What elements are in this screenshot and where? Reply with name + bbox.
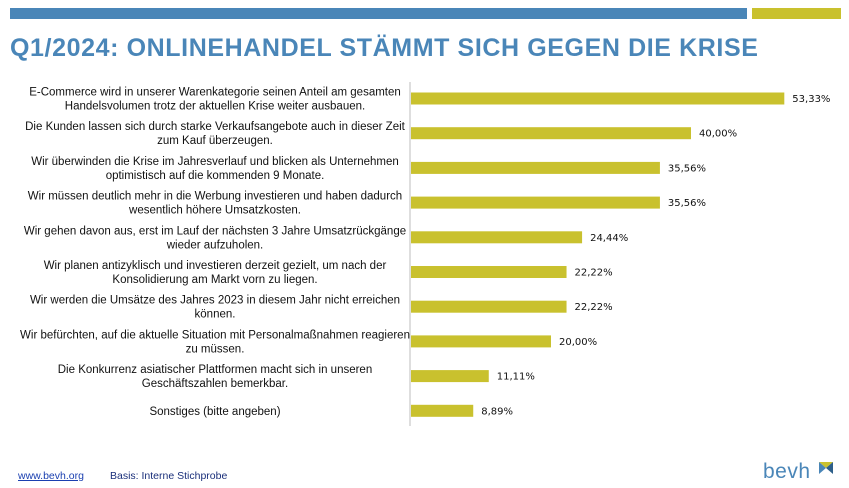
category-label: Wir planen antizyklisch und investieren … [44, 260, 387, 286]
category-label: Wir gehen davon aus, erst im Lauf der nä… [24, 225, 406, 251]
data-label: 24,44% [590, 233, 628, 244]
data-label: 22,22% [575, 268, 613, 279]
category-label: Die Konkurrenz asiatischer Plattformen m… [58, 364, 372, 390]
data-label: 22,22% [575, 302, 613, 313]
bevh-logo: bevh [763, 460, 843, 484]
category-label: Wir überwinden die Krise im Jahresverlau… [31, 156, 399, 182]
category-label: Wir befürchten, auf die aktuelle Situati… [20, 329, 410, 355]
category-label: E-Commerce wird in unserer Warenkategori… [29, 87, 401, 113]
bar [411, 231, 583, 244]
category-label: Wir werden die Umsätze des Jahres 2023 i… [30, 295, 400, 321]
category-label: Die Kunden lassen sich durch starke Verk… [25, 121, 406, 147]
data-label: 11,11% [497, 372, 535, 383]
bar [411, 266, 567, 278]
footer-basis-note: Basis: Interne Stichprobe [110, 470, 228, 482]
logo-text: bevh [763, 460, 811, 483]
header-accent-yellow [752, 8, 841, 19]
data-label: 35,56% [668, 163, 706, 174]
category-label: Wir müssen deutlich mehr in die Werbung … [28, 191, 402, 217]
bar [411, 92, 785, 105]
bar [411, 161, 660, 174]
data-label: 40,00% [699, 129, 737, 140]
category-label: Sonstiges (bitte angeben) [149, 406, 280, 418]
bar [411, 300, 567, 313]
data-label: 53,33% [792, 94, 830, 105]
logo-mark-icon [819, 462, 833, 474]
bar [411, 196, 660, 209]
bar [411, 127, 691, 140]
header-accent-blue [10, 8, 747, 19]
data-label: 20,00% [559, 337, 597, 348]
page-title: Q1/2024: ONLINEHANDEL STÄMMT SICH GEGEN … [10, 34, 759, 62]
data-label: 8,89% [481, 406, 513, 417]
bar [411, 335, 551, 348]
bevh-website-link[interactable]: www.bevh.org [18, 470, 84, 482]
bar [411, 404, 474, 417]
data-label: 35,56% [668, 198, 706, 209]
bar [411, 370, 489, 383]
